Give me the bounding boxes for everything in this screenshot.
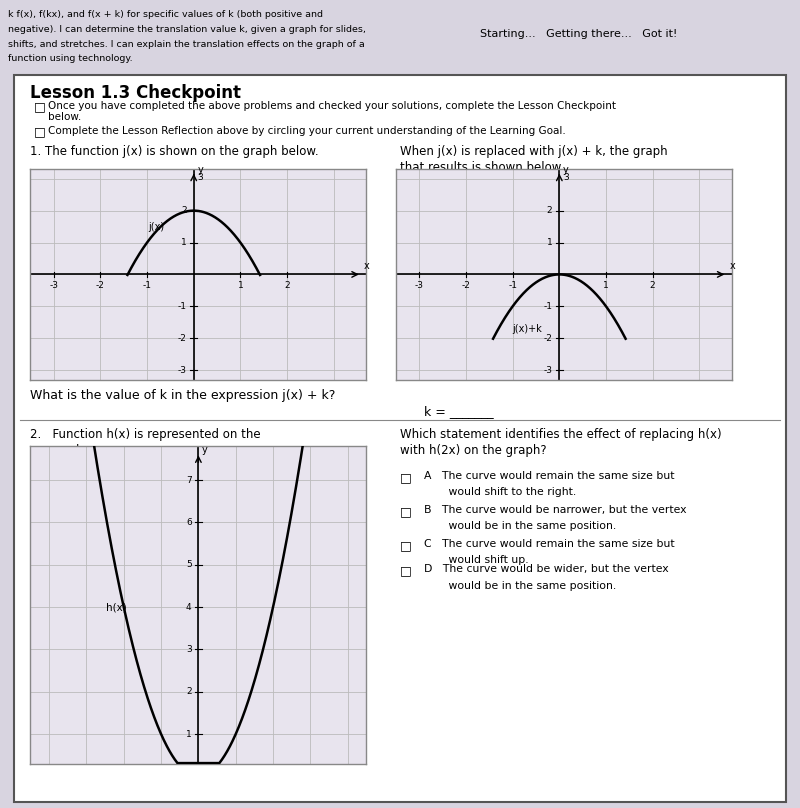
Text: 2: 2 bbox=[284, 281, 290, 290]
Text: -1: -1 bbox=[178, 302, 186, 311]
Text: h(x): h(x) bbox=[106, 602, 126, 612]
Text: □: □ bbox=[400, 505, 412, 518]
Text: 1: 1 bbox=[603, 281, 609, 290]
Text: C   The curve would remain the same size but: C The curve would remain the same size b… bbox=[424, 539, 674, 549]
Text: D   The curve would be wider, but the vertex: D The curve would be wider, but the vert… bbox=[424, 564, 669, 574]
Text: -1: -1 bbox=[543, 302, 552, 311]
Text: □: □ bbox=[34, 100, 46, 113]
Text: -2: -2 bbox=[96, 281, 105, 290]
Text: B   The curve would be narrower, but the vertex: B The curve would be narrower, but the v… bbox=[424, 505, 686, 516]
Text: 1: 1 bbox=[181, 238, 186, 247]
Text: x: x bbox=[364, 261, 370, 271]
Text: 1: 1 bbox=[186, 730, 192, 739]
Text: 3: 3 bbox=[563, 173, 569, 182]
Text: would shift to the right.: would shift to the right. bbox=[424, 487, 576, 498]
Text: A   The curve would remain the same size but: A The curve would remain the same size b… bbox=[424, 471, 674, 482]
Text: 2: 2 bbox=[650, 281, 655, 290]
Text: □: □ bbox=[400, 564, 412, 577]
Text: Lesson 1.3 Checkpoint: Lesson 1.3 Checkpoint bbox=[30, 83, 242, 102]
Text: 1: 1 bbox=[238, 281, 243, 290]
Text: j(x)+k: j(x)+k bbox=[512, 324, 542, 334]
Text: 3: 3 bbox=[198, 173, 203, 182]
Text: -2: -2 bbox=[543, 334, 552, 343]
Text: -3: -3 bbox=[50, 281, 58, 290]
Text: -3: -3 bbox=[543, 365, 552, 375]
Text: 2.   Function h(x) is represented on the: 2. Function h(x) is represented on the bbox=[30, 427, 261, 440]
Text: □: □ bbox=[400, 471, 412, 484]
Text: 2: 2 bbox=[186, 688, 192, 696]
Text: graph.: graph. bbox=[30, 444, 88, 457]
Text: function using technology.: function using technology. bbox=[8, 54, 133, 63]
Text: would be in the same position.: would be in the same position. bbox=[424, 521, 616, 532]
Text: Once you have completed the above problems and checked your solutions, complete : Once you have completed the above proble… bbox=[48, 100, 616, 122]
Text: k = _______: k = _______ bbox=[424, 406, 494, 419]
Text: shifts, and stretches. I can explain the translation effects on the graph of a: shifts, and stretches. I can explain the… bbox=[8, 40, 365, 48]
Text: -1: -1 bbox=[142, 281, 151, 290]
Text: -2: -2 bbox=[178, 334, 186, 343]
Text: 2: 2 bbox=[546, 206, 552, 215]
Text: x: x bbox=[730, 261, 735, 271]
Text: 3: 3 bbox=[186, 645, 192, 654]
Text: -3: -3 bbox=[178, 365, 186, 375]
Text: What is the value of k in the expression j(x) + k?: What is the value of k in the expression… bbox=[30, 389, 336, 402]
Text: When j(x) is replaced with j(x) + k, the graph: When j(x) is replaced with j(x) + k, the… bbox=[400, 145, 668, 158]
Text: Which statement identifies the effect of replacing h(x): Which statement identifies the effect of… bbox=[400, 427, 722, 440]
Text: -2: -2 bbox=[462, 281, 470, 290]
Text: y: y bbox=[202, 445, 208, 456]
Text: negative). I can determine the translation value k, given a graph for slides,: negative). I can determine the translati… bbox=[8, 25, 366, 34]
Text: 1: 1 bbox=[546, 238, 552, 247]
Text: would shift up.: would shift up. bbox=[424, 555, 529, 566]
Text: k f(x), f(kx), and f(x + k) for specific values of k (both positive and: k f(x), f(kx), and f(x + k) for specific… bbox=[8, 10, 323, 19]
Text: y: y bbox=[563, 165, 569, 175]
Text: 4: 4 bbox=[186, 603, 192, 612]
Text: -3: -3 bbox=[415, 281, 424, 290]
Text: with h(2x) on the graph?: with h(2x) on the graph? bbox=[400, 444, 546, 457]
Text: Complete the Lesson Reflection above by circling your current understanding of t: Complete the Lesson Reflection above by … bbox=[48, 125, 566, 136]
Text: 6: 6 bbox=[186, 518, 192, 527]
Text: □: □ bbox=[400, 539, 412, 552]
Text: -1: -1 bbox=[508, 281, 517, 290]
Text: y: y bbox=[198, 165, 203, 175]
Text: 2: 2 bbox=[181, 206, 186, 215]
Text: j(x): j(x) bbox=[148, 221, 165, 232]
Text: 5: 5 bbox=[186, 560, 192, 569]
Text: Starting...   Getting there...   Got it!: Starting... Getting there... Got it! bbox=[480, 28, 678, 39]
Text: 1. The function j(x) is shown on the graph below.: 1. The function j(x) is shown on the gra… bbox=[30, 145, 319, 158]
Text: that results is shown below.: that results is shown below. bbox=[400, 161, 564, 174]
Text: would be in the same position.: would be in the same position. bbox=[424, 580, 616, 591]
Text: 7: 7 bbox=[186, 475, 192, 485]
Text: □: □ bbox=[34, 125, 46, 139]
